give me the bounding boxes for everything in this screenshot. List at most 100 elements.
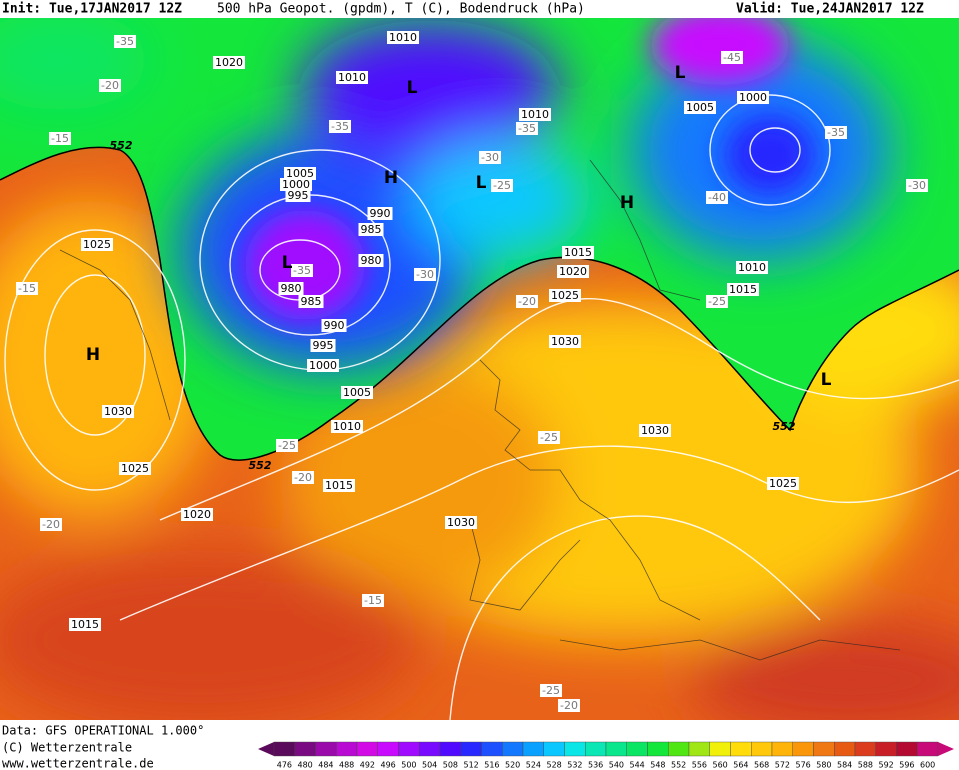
colorbar-swatch (273, 741, 295, 757)
isobar-label-box (336, 71, 368, 84)
isobar-label-box (557, 265, 589, 278)
isobar-label: 995 (288, 189, 309, 202)
colorbar-swatch (751, 741, 773, 757)
isobar-label: 1015 (325, 479, 353, 492)
colorbar-swatch (460, 741, 482, 757)
map-field (0, 18, 959, 720)
colorbar-swatch (834, 741, 856, 757)
isobar-label: 990 (370, 207, 391, 220)
colorbar-swatch (398, 741, 420, 757)
temperature-label-box (114, 35, 136, 48)
valid-time: Valid: Tue,24JAN2017 12Z (736, 2, 924, 17)
temperature-label: -20 (101, 79, 119, 92)
isobar-label-box (102, 405, 134, 418)
temperature-label: -45 (723, 51, 741, 64)
colorbar-tick-label: 584 (837, 761, 852, 770)
temperature-label: -30 (416, 268, 434, 281)
pressure-system: L (675, 63, 686, 83)
temperature-label-box (540, 684, 562, 697)
colorbar-tick-label: 528 (546, 761, 561, 770)
isobar-label-box (727, 283, 759, 296)
isobar-label: 1030 (551, 335, 579, 348)
isobar-label-box (549, 289, 581, 302)
colorbar-tick-label: 488 (339, 761, 354, 770)
colorbar-swatch (792, 741, 814, 757)
colorbar-tick-label: 560 (712, 761, 727, 770)
isobar-label: 1030 (447, 516, 475, 529)
colorbar-tick-label: 512 (463, 761, 478, 770)
temperature-label: -35 (827, 126, 845, 139)
isobar-label: 1010 (738, 261, 766, 274)
colorbar-tick-label: 504 (422, 761, 437, 770)
isobar-label-box (310, 339, 336, 352)
colorbar-tick-label: 572 (775, 761, 790, 770)
colorbar-tick-label: 496 (380, 761, 395, 770)
isobar-label: 1005 (286, 167, 314, 180)
temperature-label: -25 (708, 295, 726, 308)
isobar-label: 1025 (121, 462, 149, 475)
temperature-label-box (516, 295, 538, 308)
colorbar-tick-label: 516 (484, 761, 499, 770)
colorbar-swatch (813, 741, 835, 757)
colorbar-tick-label: 552 (671, 761, 686, 770)
isobar-label: 985 (361, 223, 382, 236)
temperature-label-box (99, 79, 121, 92)
colorbar-tick-label: 476 (277, 761, 292, 770)
colorbar-tick-label: 500 (401, 761, 416, 770)
colorbar-swatch (668, 741, 690, 757)
geopotential-label: 552 (110, 139, 133, 152)
colorbar-tick-label: 580 (816, 761, 831, 770)
isobar-label-box (280, 178, 312, 191)
temperature-label: -20 (294, 471, 312, 484)
isobar-label: 1010 (521, 108, 549, 121)
temperature-label: -35 (518, 122, 536, 135)
temperature-label-box (329, 120, 351, 133)
colorbar-tick-label: 520 (505, 761, 520, 770)
colorbar-tick-label: 536 (588, 761, 603, 770)
temperature-label: -30 (908, 179, 926, 192)
pressure-system: L (821, 370, 832, 390)
isobar-label-box (323, 479, 355, 492)
colorbar-tick-label: 596 (899, 761, 914, 770)
isobar-label-box (684, 101, 716, 114)
isobar-label: 1015 (71, 618, 99, 631)
colorbar-tick-label: 544 (629, 761, 644, 770)
isobar-label: 1020 (183, 508, 211, 521)
isobar-label-box (549, 335, 581, 348)
colorbar-swatch (730, 741, 752, 757)
isobar-label: 1025 (83, 238, 111, 251)
isobar-label-box (181, 508, 213, 521)
isobar-label-box (736, 261, 768, 274)
temperature-label-box (479, 151, 501, 164)
temperature-label: -25 (493, 179, 511, 192)
colorbar-swatch (647, 741, 669, 757)
colorbar-swatch (315, 741, 337, 757)
temperature-label: -25 (542, 684, 560, 697)
temperature-label: -15 (51, 132, 69, 145)
colorbar-swatch (771, 741, 793, 757)
isobar-label: 990 (324, 319, 345, 332)
temperature-label: -35 (116, 35, 134, 48)
colorbar-tick-label: 532 (567, 761, 582, 770)
colorbar-tick-label: 492 (360, 761, 375, 770)
colorbar-swatch (875, 741, 897, 757)
isobar-label: 1000 (739, 91, 767, 104)
isobar-label-box (387, 31, 419, 44)
isobar-label: 1020 (215, 56, 243, 69)
temperature-label: -15 (18, 282, 36, 295)
temperature-label-box (825, 126, 847, 139)
colorbar-swatch (543, 741, 565, 757)
colorbar-swatch (502, 741, 524, 757)
isobar-label: 1025 (769, 477, 797, 490)
isobar-label: 1005 (343, 386, 371, 399)
isobar-label: 1010 (389, 31, 417, 44)
isobar-label-box (278, 282, 304, 295)
temperature-label-box (16, 282, 38, 295)
isobar-label-box (737, 91, 769, 104)
temperature-label-box (516, 122, 538, 135)
colorbar-swatch (688, 741, 710, 757)
temperature-label-box (721, 51, 743, 64)
colorbar: 476 480 484 488 492 496 500 504 508 512 516 520 524 5… (258, 741, 954, 770)
isobar-label: 985 (301, 295, 322, 308)
